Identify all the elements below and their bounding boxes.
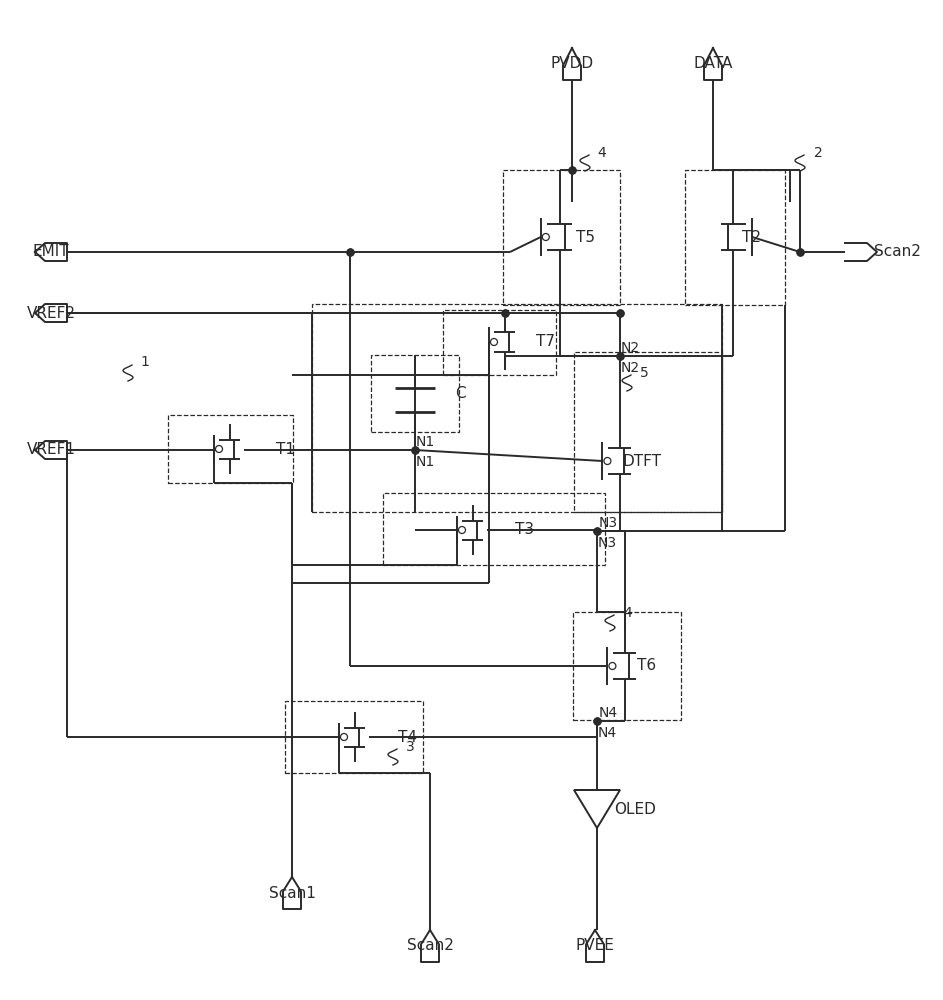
Bar xyxy=(573,612,681,720)
Text: EMIT: EMIT xyxy=(33,244,70,259)
Text: N1: N1 xyxy=(415,435,435,449)
Text: N2: N2 xyxy=(620,341,639,355)
Bar xyxy=(168,415,293,483)
Bar xyxy=(443,310,556,375)
Text: 2: 2 xyxy=(814,146,822,160)
Text: VREF1: VREF1 xyxy=(26,442,75,458)
Text: T6: T6 xyxy=(637,658,656,674)
Text: C: C xyxy=(455,385,465,400)
Bar xyxy=(574,352,722,512)
Text: Scan2: Scan2 xyxy=(406,938,454,954)
Bar xyxy=(685,170,785,305)
Text: Scan1: Scan1 xyxy=(269,886,316,900)
Text: N1: N1 xyxy=(415,455,435,469)
Text: T1: T1 xyxy=(275,442,294,456)
Bar xyxy=(285,701,423,773)
Text: 3: 3 xyxy=(405,740,414,754)
Text: N4: N4 xyxy=(599,706,618,720)
Text: VREF2: VREF2 xyxy=(26,306,75,320)
Bar xyxy=(503,170,620,305)
Bar xyxy=(383,493,605,565)
Text: 4: 4 xyxy=(623,606,633,620)
Bar xyxy=(371,355,459,432)
Text: PVEE: PVEE xyxy=(575,938,615,954)
Text: N4: N4 xyxy=(598,726,617,740)
Text: N3: N3 xyxy=(599,516,618,530)
Text: DTFT: DTFT xyxy=(622,454,661,468)
Text: PVDD: PVDD xyxy=(551,56,593,72)
Bar xyxy=(312,304,722,512)
Text: DATA: DATA xyxy=(693,56,733,72)
Text: T7: T7 xyxy=(536,334,554,350)
Text: N2: N2 xyxy=(620,361,639,375)
Text: 5: 5 xyxy=(639,366,649,380)
Text: T5: T5 xyxy=(575,230,594,244)
Text: T3: T3 xyxy=(516,522,535,538)
Text: 4: 4 xyxy=(598,146,606,160)
Text: 1: 1 xyxy=(141,355,149,369)
Text: N3: N3 xyxy=(598,536,617,550)
Text: Scan2: Scan2 xyxy=(873,244,920,259)
Text: T4: T4 xyxy=(398,730,417,744)
Text: OLED: OLED xyxy=(614,802,656,816)
Text: T2: T2 xyxy=(741,230,760,244)
